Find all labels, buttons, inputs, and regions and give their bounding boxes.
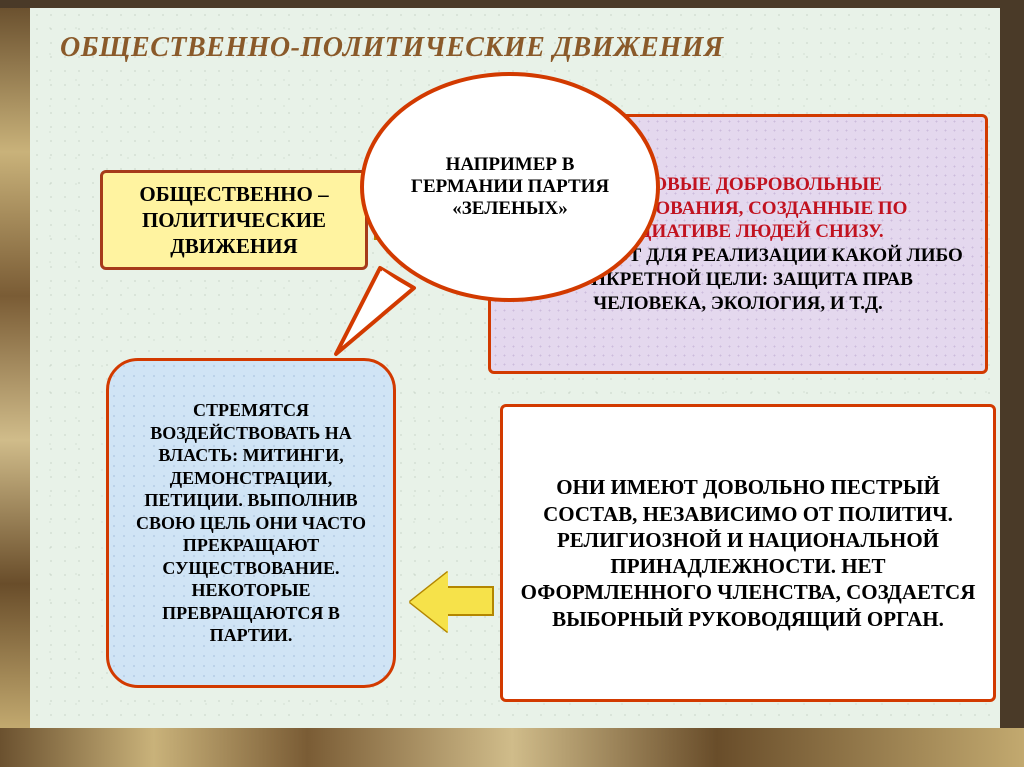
influence-box-text: СТРЕМЯТСЯ ВОЗДЕЙСТВОВАТЬ НА ВЛАСТЬ: МИТИ… [125,399,377,647]
arrow-left-icon [446,586,494,616]
decor-strip-bottom [0,728,1024,767]
topic-label: ОБЩЕСТВЕННО – ПОЛИТИЧЕСКИЕ ДВИЖЕНИЯ [100,170,368,270]
page-title: ОБЩЕСТВЕННО-ПОЛИТИЧЕСКИЕ ДВИЖЕНИЯ [60,32,970,64]
decor-strip-left [0,8,30,728]
slide-frame: ОБЩЕСТВЕННО-ПОЛИТИЧЕСКИЕ ДВИЖЕНИЯ МАССОВ… [30,8,1000,728]
arrow-left-head-icon [410,572,448,632]
example-bubble-text: НАПРИМЕР В ГЕРМАНИИ ПАРТИЯ «ЗЕЛЕНЫХ» [396,154,624,220]
composition-box: ОНИ ИМЕЮТ ДОВОЛЬНО ПЕСТРЫЙ СОСТАВ, НЕЗАВ… [500,404,996,702]
composition-box-text: ОНИ ИМЕЮТ ДОВОЛЬНО ПЕСТРЫЙ СОСТАВ, НЕЗАВ… [519,474,977,632]
topic-label-text: ОБЩЕСТВЕННО – ПОЛИТИЧЕСКИЕ ДВИЖЕНИЯ [119,181,349,260]
influence-box: СТРЕМЯТСЯ ВОЗДЕЙСТВОВАТЬ НА ВЛАСТЬ: МИТИ… [106,358,396,688]
